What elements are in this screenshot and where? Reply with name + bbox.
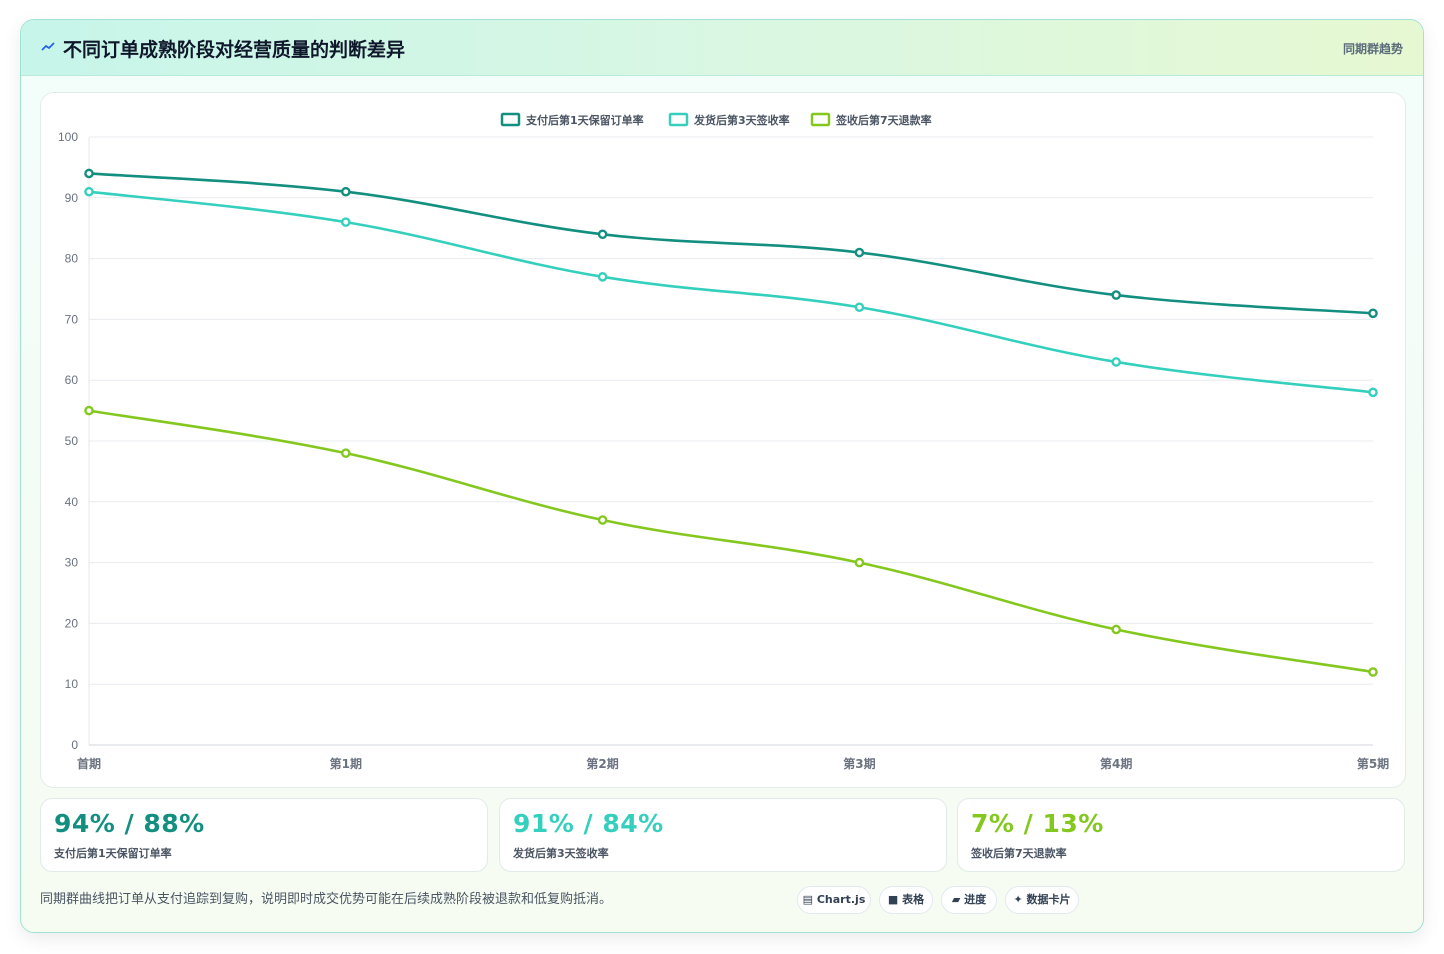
kpi-card-retention: 94% / 88% 支付后第1天保留订单率 [40,798,488,872]
x-tick-label: 第1期 [330,756,362,771]
legend-swatch [500,112,521,127]
data-point [84,186,94,197]
footer-note: 同期群曲线把订单从支付追踪到复购，说明即时成交优势可能在后续成熟阶段被退款和低复… [40,892,613,907]
data-point [1368,667,1378,677]
page-title: 不同订单成熟阶段对经营质量的判断差异 [63,39,406,61]
dashboard-card: 不同订单成熟阶段对经营质量的判断差异 同期群趋势 0 10 20 30 40 50 60 70… [20,19,1424,933]
y-tick-label: 90 [65,191,79,205]
data-point [1111,357,1121,367]
data-point [854,302,865,313]
legend-label: 签收后第7天退款率 [835,113,932,127]
y-tick-label: 30 [65,556,79,570]
chart-icon: ▤ [802,893,814,906]
pill-label: Chart.js [816,893,866,906]
kpi-label: 签收后第7天退款率 [971,847,1067,860]
kpi-card-refund: 7% / 13% 签收后第7天退款率 [957,798,1405,872]
data-point [854,557,865,568]
table-icon: ■ [887,893,899,906]
x-tick-label: 第5期 [1357,756,1389,771]
x-tick-label: 第3期 [843,756,875,771]
series-line-3 [88,409,1374,674]
series-line-1 [88,172,1374,315]
y-tick-label: 50 [65,434,79,448]
y-tick-label: 60 [65,373,79,387]
pill-label: 表格 [902,893,925,906]
y-tick-label: 0 [71,738,78,752]
pill-label: 数据卡片 [1026,893,1071,906]
y-tick-label: 100 [58,130,78,144]
series-line-2 [88,190,1374,394]
pill-progress[interactable]: ▰ 进度 [941,886,997,914]
data-point [1368,308,1378,319]
x-tick-label: 第2期 [586,756,618,771]
data-point [1368,387,1378,398]
trend-icon [41,42,55,51]
pill-data-card[interactable]: ✦ 数据卡片 [1005,886,1079,914]
data-point [597,272,608,282]
cohort-line-chart: 0 10 20 30 40 50 60 70 80 90 100 首期 第1期 第2期 第3期 第4期 第5期 支… [58,112,1389,771]
legend-swatch [810,112,831,127]
y-tick-label: 20 [65,616,79,630]
legend-label: 支付后第1天保留订单率 [525,113,644,127]
kpi-value: 7% / 13% [971,809,1104,838]
kpi-label: 支付后第1天保留订单率 [54,847,172,860]
data-point [1111,624,1121,635]
y-tick-label: 10 [65,677,79,691]
data-point [340,186,351,197]
y-tick-label: 80 [65,252,79,266]
y-tick-label: 70 [65,312,79,326]
data-point [340,448,351,458]
sparkle-icon: ✦ [1013,893,1023,906]
y-tick-label: 40 [65,495,79,509]
legend-swatch [668,112,689,127]
x-tick-label: 第4期 [1100,756,1132,771]
data-point [340,217,351,227]
progress-icon: ▰ [951,893,961,906]
x-tick-label: 首期 [77,756,101,771]
kpi-card-signrate: 91% / 84% 发货后第3天签收率 [499,798,947,872]
kpi-value: 91% / 84% [513,809,664,838]
pill-label: 进度 [964,893,987,906]
pill-chartjs[interactable]: ▤ Chart.js [797,886,871,914]
data-point [84,405,94,416]
data-point [597,229,608,240]
legend-label: 发货后第3天签收率 [693,113,790,127]
card-header: 不同订单成熟阶段对经营质量的判断差异 同期群趋势 [21,20,1423,76]
data-point [854,247,865,258]
data-point [1111,290,1121,300]
data-point [84,168,94,179]
kpi-value: 94% / 88% [54,809,205,838]
pill-table[interactable]: ■ 表格 [879,886,933,914]
kpi-label: 发货后第3天签收率 [513,847,609,860]
data-point [597,515,608,525]
chart-panel: 0 10 20 30 40 50 60 70 80 90 100 首期 第1期 第2期 第3期 第4期 第5期 支… [40,92,1406,788]
header-tag: 同期群趋势 [1342,42,1403,56]
